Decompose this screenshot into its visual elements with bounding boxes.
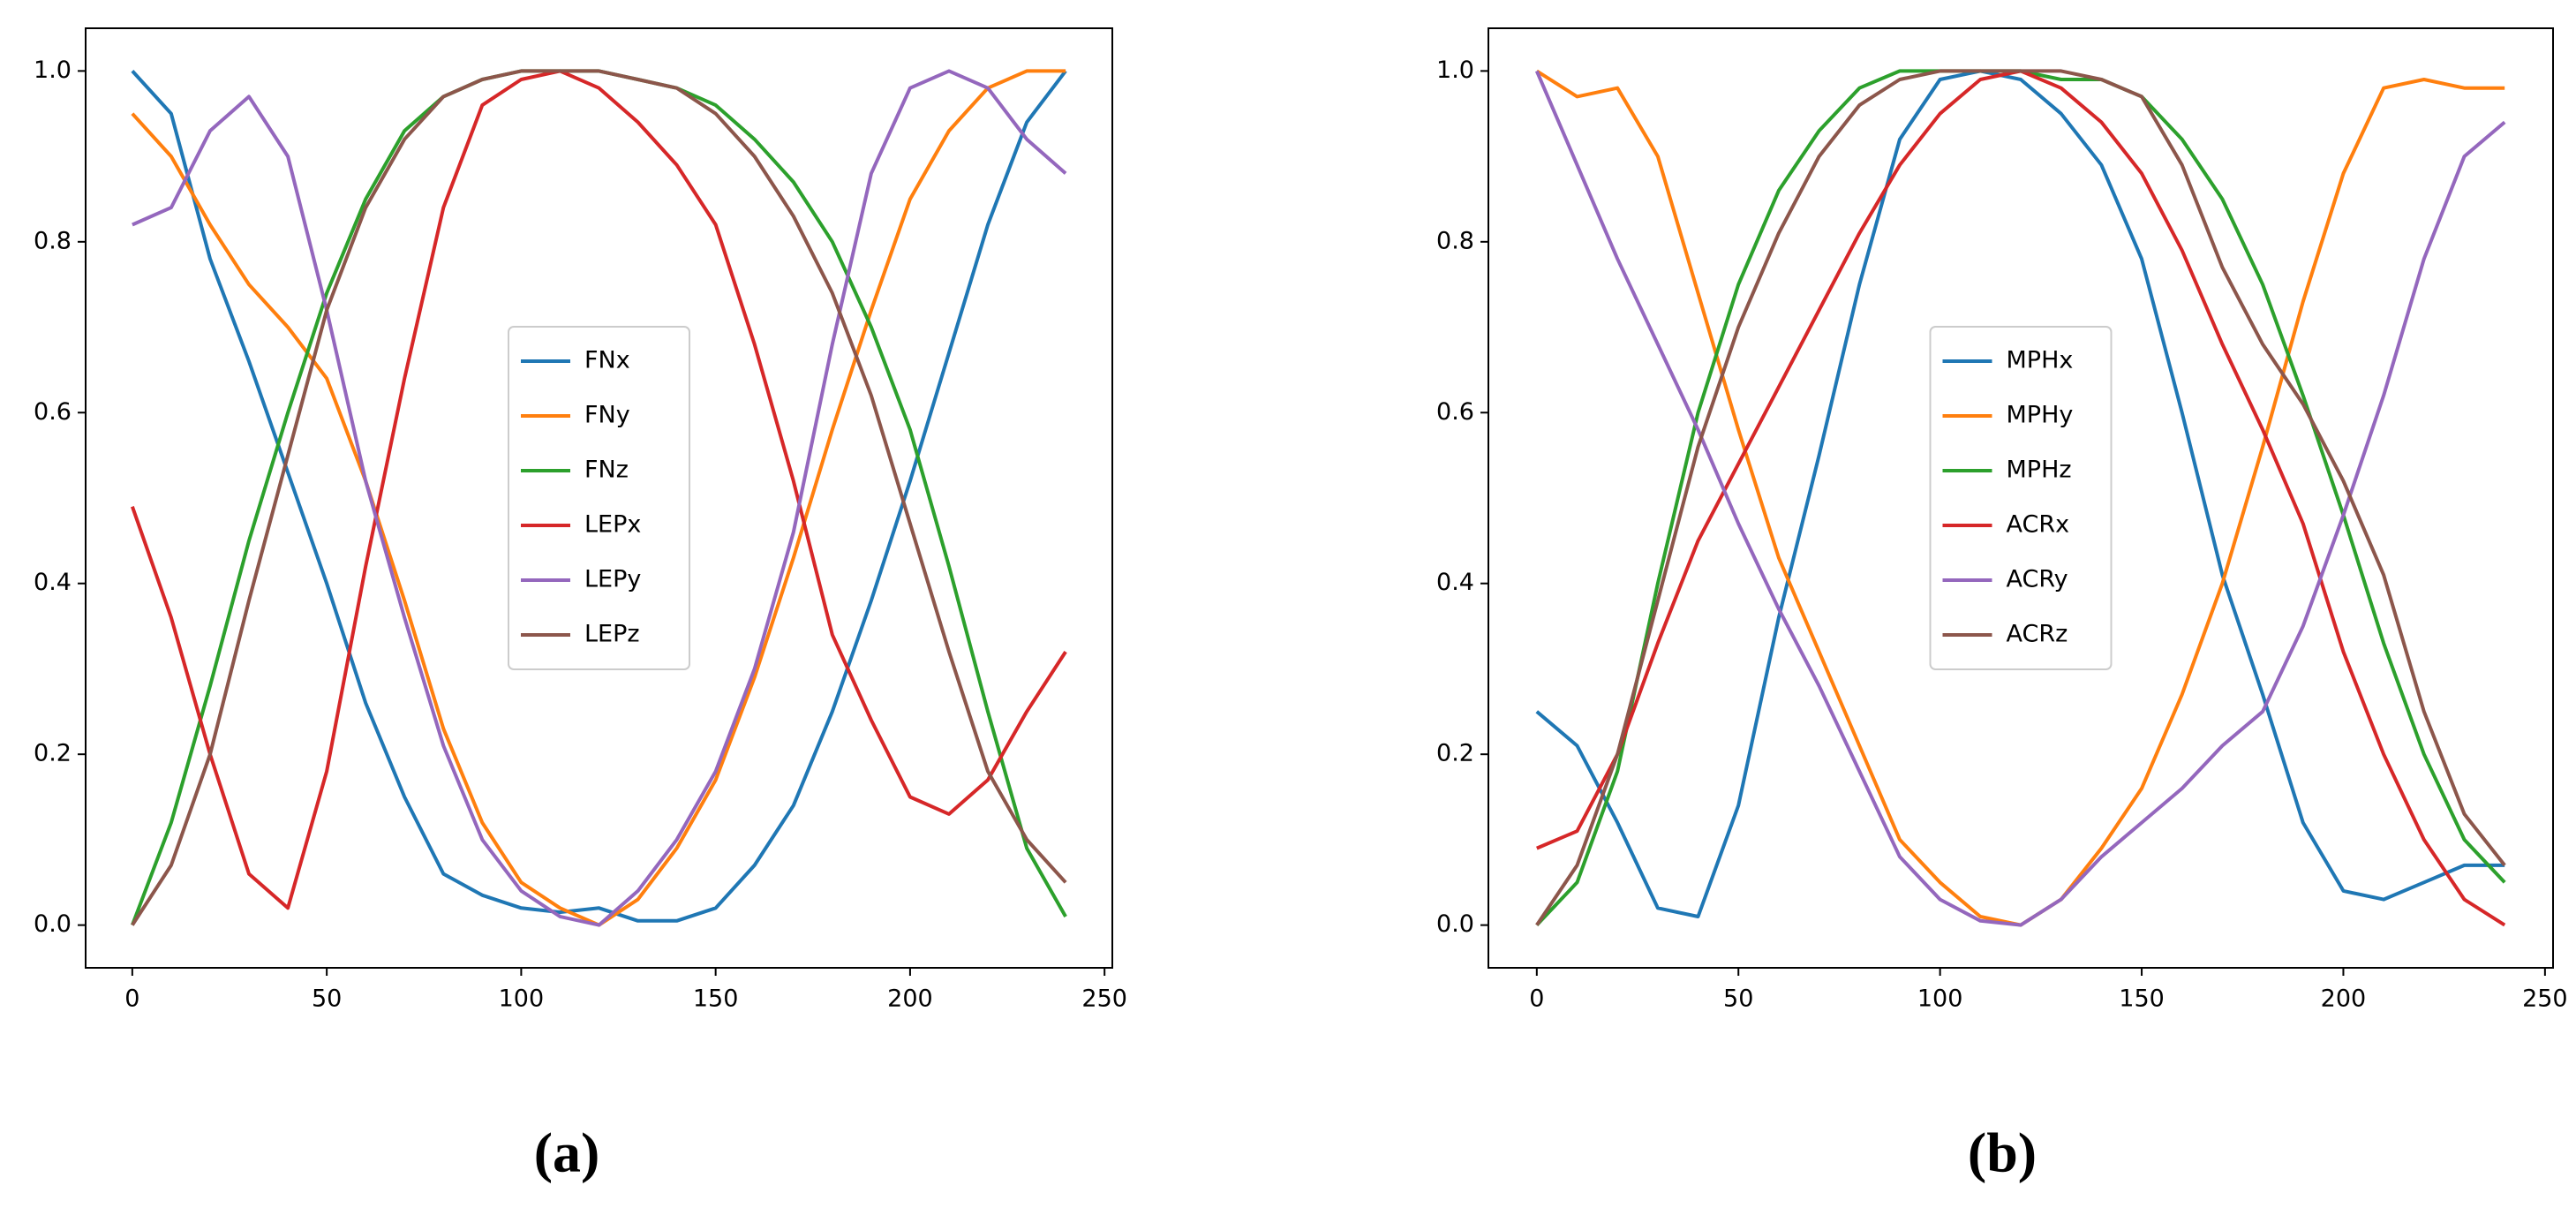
x-tick-label: 100	[499, 985, 545, 1013]
panel-caption: (b)	[1968, 1121, 2037, 1184]
legend-label: LEPy	[584, 566, 641, 593]
panel-caption: (a)	[534, 1121, 600, 1184]
x-tick-label: 0	[124, 985, 139, 1013]
plot-frame	[85, 27, 1113, 969]
y-tick-label: 0.2	[34, 740, 72, 767]
x-tick-label: 100	[1917, 985, 1963, 1013]
x-tick-label: 50	[312, 985, 342, 1013]
series-line	[131, 70, 1067, 923]
y-tick-label: 0.8	[34, 227, 72, 254]
series-line	[131, 69, 1067, 926]
plot-frame	[1488, 27, 2554, 969]
legend-label: FNx	[584, 347, 630, 374]
x-tick-label: 150	[2119, 985, 2165, 1013]
legend-label: MPHx	[2007, 347, 2074, 374]
x-tick-label: 50	[1723, 985, 1753, 1013]
y-tick-label: 1.0	[34, 57, 72, 84]
y-tick-label: 0.6	[1436, 398, 1474, 426]
x-tick-label: 200	[887, 985, 933, 1013]
y-tick-label: 0.4	[34, 569, 72, 596]
series-line	[1535, 69, 2506, 926]
legend-label: MPHy	[2007, 402, 2074, 429]
legend-label: FNy	[584, 402, 630, 429]
legend-label: ACRy	[2007, 566, 2068, 593]
x-tick-label: 0	[1529, 985, 1544, 1013]
x-tick-label: 150	[693, 985, 739, 1013]
y-tick-label: 0.4	[1436, 569, 1474, 596]
y-tick-label: 0.8	[1436, 227, 1474, 254]
panel: 0.00.20.40.60.81.00 50 100 150 200 250FNxFNyF…	[34, 27, 1127, 1184]
panel: 0.00.20.40.60.81.00 50 100 150 200 250MPHxMPH…	[1436, 27, 2568, 1184]
legend: FNx FNy FNz LEPx LEPy LEPz	[508, 326, 690, 670]
series-line	[1535, 69, 2505, 918]
x-tick-label: 200	[2321, 985, 2367, 1013]
series-line	[131, 69, 1067, 910]
y-tick-label: 0.2	[1436, 740, 1474, 767]
series-line	[1534, 70, 2506, 927]
y-tick-label: 1.0	[1436, 57, 1474, 84]
legend-label: LEPx	[584, 511, 641, 539]
legend-box	[508, 326, 690, 670]
y-tick-label: 0.0	[34, 910, 72, 938]
legend-label: LEPz	[584, 621, 640, 648]
x-tick-label: 250	[2522, 985, 2568, 1013]
y-tick-label: 0.0	[1436, 910, 1474, 938]
legend-label: ACRz	[2007, 621, 2068, 648]
legend-label: MPHz	[2007, 457, 2072, 484]
legend: MPHx MPHy MPHz ACRx ACRy ACRz	[1929, 326, 2113, 670]
x-tick-label: 250	[1081, 985, 1127, 1013]
legend-label: ACRx	[2007, 511, 2070, 539]
legend-label: FNz	[584, 457, 629, 484]
y-tick-label: 0.6	[34, 398, 72, 426]
series-line	[132, 69, 1067, 927]
legend-box	[1929, 326, 2113, 670]
